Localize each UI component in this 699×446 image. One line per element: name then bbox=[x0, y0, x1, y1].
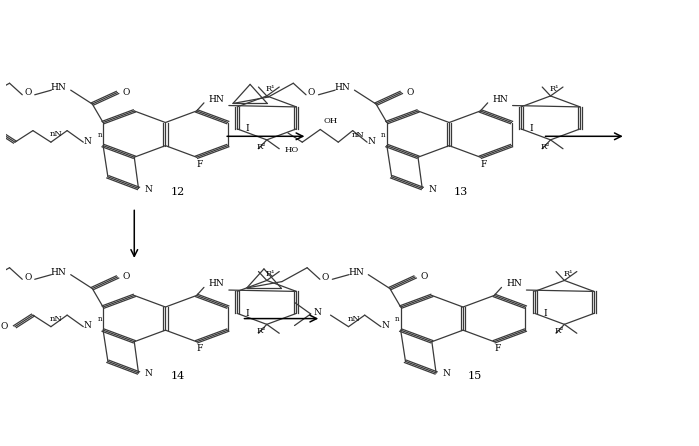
Text: O: O bbox=[24, 273, 31, 281]
Text: O: O bbox=[123, 88, 130, 97]
Text: R¹: R¹ bbox=[266, 85, 275, 93]
Text: 15: 15 bbox=[468, 372, 482, 381]
Text: I: I bbox=[543, 309, 547, 318]
Text: O: O bbox=[407, 88, 414, 97]
Text: R¹: R¹ bbox=[266, 270, 275, 278]
Text: HO: HO bbox=[284, 146, 299, 154]
Text: HN: HN bbox=[348, 268, 363, 277]
Text: OH: OH bbox=[324, 117, 338, 125]
Text: HN: HN bbox=[208, 279, 224, 288]
Text: N: N bbox=[84, 321, 92, 330]
Text: HN: HN bbox=[506, 279, 522, 288]
Text: F: F bbox=[481, 160, 487, 169]
Text: n: n bbox=[395, 315, 400, 323]
Text: R¹: R¹ bbox=[563, 270, 572, 278]
Text: I: I bbox=[529, 124, 533, 133]
Text: n: n bbox=[97, 315, 102, 323]
Text: F: F bbox=[494, 344, 501, 353]
Text: R²: R² bbox=[257, 327, 266, 335]
Text: N: N bbox=[145, 185, 153, 194]
Text: HN: HN bbox=[50, 268, 66, 277]
Text: O: O bbox=[308, 88, 315, 97]
Text: N: N bbox=[314, 308, 322, 317]
Text: 12: 12 bbox=[171, 187, 185, 197]
Text: 14: 14 bbox=[171, 372, 185, 381]
Text: R¹: R¹ bbox=[549, 85, 559, 93]
Text: F: F bbox=[197, 344, 203, 353]
Text: HN: HN bbox=[208, 95, 224, 104]
Text: n: n bbox=[381, 131, 386, 139]
Text: N: N bbox=[145, 369, 153, 378]
Text: nN: nN bbox=[50, 130, 63, 138]
Text: N: N bbox=[84, 136, 92, 146]
Text: 13: 13 bbox=[454, 187, 468, 197]
Text: I: I bbox=[246, 309, 250, 318]
Text: HN: HN bbox=[492, 95, 508, 104]
Text: O: O bbox=[322, 273, 329, 281]
Text: O: O bbox=[420, 273, 428, 281]
Text: nN: nN bbox=[50, 314, 63, 322]
Text: N: N bbox=[442, 369, 450, 378]
Text: N: N bbox=[382, 321, 389, 330]
Text: N: N bbox=[368, 136, 375, 146]
Text: nN: nN bbox=[352, 131, 364, 139]
Text: O: O bbox=[123, 273, 130, 281]
Text: HN: HN bbox=[50, 83, 66, 92]
Text: I: I bbox=[246, 124, 250, 133]
Text: R²: R² bbox=[554, 327, 563, 335]
Text: O: O bbox=[0, 322, 8, 331]
Text: n: n bbox=[97, 131, 102, 139]
Text: R²: R² bbox=[540, 143, 549, 151]
Text: O: O bbox=[24, 88, 31, 97]
Text: R²: R² bbox=[257, 143, 266, 151]
Text: F: F bbox=[197, 160, 203, 169]
Text: nN: nN bbox=[347, 314, 360, 322]
Text: N: N bbox=[428, 185, 437, 194]
Text: HN: HN bbox=[334, 83, 350, 92]
